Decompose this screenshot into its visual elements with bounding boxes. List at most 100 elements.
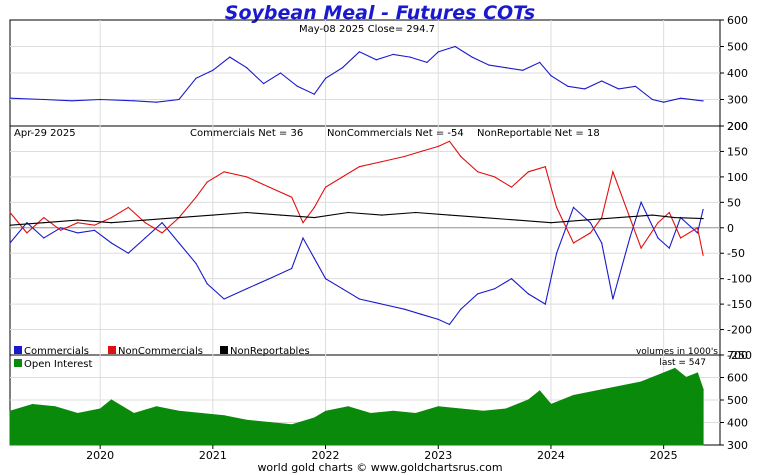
- data-point-commercials: [341, 288, 344, 290]
- data-point-nonreportables: [313, 217, 315, 219]
- data-point-commercials: [556, 252, 558, 254]
- data-point-noncommercials: [110, 217, 112, 219]
- data-point-price: [454, 45, 456, 48]
- data-point-nonreportables: [550, 222, 552, 224]
- data-point-price: [618, 88, 620, 90]
- data-point-price: [505, 67, 507, 69]
- data-point-noncommercials: [448, 140, 451, 142]
- data-point-open-interest: [702, 388, 704, 390]
- y-tick-label: 300: [727, 94, 748, 107]
- series-area-open-interest: [9, 367, 704, 446]
- y-tick-label: 600: [727, 372, 748, 385]
- x-tick-label: 2023: [424, 449, 452, 462]
- data-point-nonreportables: [43, 222, 45, 224]
- data-point-commercials: [178, 242, 180, 244]
- data-point-price: [601, 80, 603, 82]
- data-point-commercials: [657, 237, 659, 239]
- data-point-noncommercials: [668, 211, 670, 214]
- data-point-nonreportables: [482, 217, 484, 219]
- y-tick-label: 0: [727, 222, 734, 235]
- data-point-price: [392, 53, 394, 56]
- data-point-price: [296, 85, 298, 87]
- y-tick-labels: 200 300 400 500 600 -250 -200 -150 -100 -50 0 50 100…: [720, 14, 752, 452]
- data-point-commercials: [110, 242, 112, 244]
- noncommercials-net-label: NonCommercials Net = -54: [327, 128, 464, 139]
- data-point-nonreportables: [110, 222, 112, 224]
- y-tick-label: 500: [727, 41, 748, 54]
- data-point-price: [584, 88, 586, 90]
- data-point-noncommercials: [206, 181, 208, 183]
- data-point-open-interest: [9, 410, 11, 412]
- data-point-open-interest: [595, 390, 597, 392]
- chart-marks: [9, 45, 704, 446]
- grid-lines: [10, 20, 720, 445]
- data-point-open-interest: [696, 372, 699, 374]
- data-point-noncommercials: [527, 171, 530, 173]
- data-point-commercials: [601, 242, 603, 244]
- legend-swatch-commercials: [14, 346, 22, 354]
- open-interest-last-label: last = 547: [659, 358, 706, 368]
- data-point-open-interest: [640, 381, 642, 383]
- data-point-price: [663, 101, 665, 103]
- data-point-price: [71, 100, 73, 102]
- series-line-price: [9, 45, 704, 103]
- y-tick-label: 200: [727, 120, 748, 133]
- nonreportable-net-label: NonReportable Net = 18: [477, 128, 600, 139]
- data-point-price: [133, 100, 135, 102]
- data-point-nonreportables: [9, 224, 11, 226]
- cot-date-label: Apr-29 2025: [14, 128, 76, 139]
- data-point-commercials: [206, 283, 208, 285]
- data-point-commercials: [313, 257, 315, 259]
- footer-credit: world gold charts © www.goldchartsrus.co…: [257, 461, 503, 474]
- data-point-noncommercials: [640, 247, 642, 249]
- data-point-noncommercials: [403, 155, 405, 158]
- data-point-noncommercials: [93, 224, 96, 226]
- data-point-price: [358, 51, 360, 53]
- data-point-open-interest: [482, 410, 484, 412]
- data-point-price: [550, 75, 552, 77]
- data-point-price: [634, 85, 637, 87]
- data-point-commercials: [43, 237, 45, 239]
- data-point-price: [263, 83, 265, 85]
- series-line-nonreportables: [9, 211, 704, 226]
- data-point-commercials: [510, 278, 513, 280]
- data-point-open-interest: [527, 399, 530, 401]
- data-point-nonreportables: [618, 217, 620, 219]
- data-point-commercials: [223, 298, 225, 300]
- data-point-commercials: [381, 303, 383, 305]
- x-tick-label: 2021: [199, 449, 227, 462]
- data-point-price: [680, 97, 682, 99]
- data-point-commercials: [696, 232, 699, 234]
- data-point-open-interest: [347, 406, 349, 408]
- data-point-open-interest: [437, 406, 439, 408]
- data-point-open-interest: [392, 410, 394, 412]
- data-point-noncommercials: [460, 155, 462, 158]
- legend-swatch-nonreportables: [220, 346, 228, 354]
- x-tick-labels: 2020 2021 2022 2023 2024 2025: [86, 445, 678, 462]
- data-point-open-interest: [77, 412, 79, 415]
- data-point-open-interest: [370, 412, 372, 415]
- data-point-open-interest: [550, 403, 552, 406]
- y-tick-label: 500: [727, 394, 748, 407]
- data-point-noncommercials: [437, 145, 439, 147]
- data-point-commercials: [77, 232, 79, 234]
- data-point-commercials: [640, 201, 642, 203]
- x-tick-label: 2024: [537, 449, 565, 462]
- data-point-commercials: [302, 237, 304, 239]
- data-point-commercials: [325, 278, 327, 280]
- data-point-noncommercials: [302, 222, 304, 224]
- y-tick-label: 400: [727, 67, 748, 80]
- data-point-price: [9, 97, 11, 99]
- x-tick-label: 2025: [650, 449, 678, 462]
- data-point-noncommercials: [246, 176, 248, 178]
- data-point-open-interest: [201, 412, 203, 415]
- data-point-open-interest: [572, 394, 575, 397]
- data-point-price: [43, 98, 45, 101]
- data-point-commercials: [195, 262, 197, 264]
- data-point-nonreportables: [415, 211, 417, 214]
- data-point-price: [375, 59, 377, 61]
- data-point-commercials: [161, 222, 163, 224]
- data-point-price: [702, 100, 704, 102]
- commercials-net-label: Commercials Net = 36: [190, 128, 303, 139]
- data-point-open-interest: [618, 385, 620, 388]
